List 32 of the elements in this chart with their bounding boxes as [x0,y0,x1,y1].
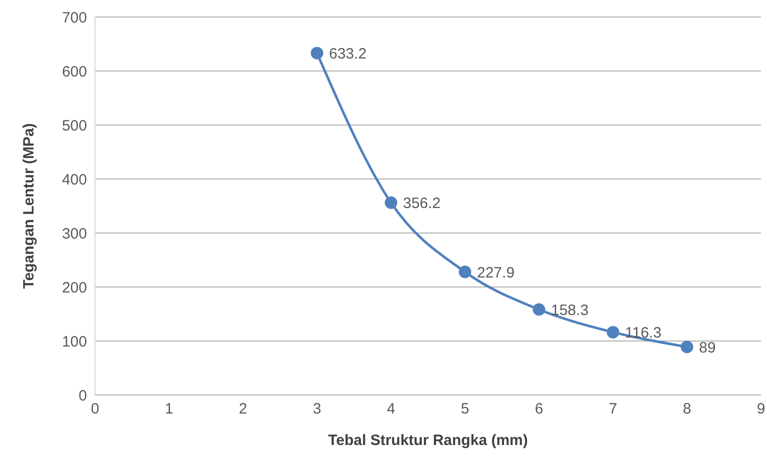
point [532,303,546,316]
y-tick-label: 400 [62,171,87,188]
x-tick-label: 4 [386,400,396,418]
point [310,46,324,60]
data-label: 158.3 [551,302,589,319]
x-axis-title: Tebal Struktur Rangka (mm) [328,432,528,449]
point [680,340,694,354]
y-tick-label: 300 [62,225,87,242]
data-label: 227.9 [477,264,515,282]
y-tick-label: 100 [62,333,87,350]
y-tick-label: 500 [62,117,87,134]
x-tick-label: 2 [238,400,248,418]
x-tick-label: 8 [682,400,692,418]
x-tick-label: 3 [312,400,322,418]
x-tick-label: 9 [756,400,766,418]
data-label: 116.3 [625,324,662,342]
x-tick-label: 0 [90,400,100,418]
x-tick-label: 7 [608,400,618,418]
data-label: 89 [699,339,716,356]
point [384,196,398,209]
y-tick-label: 600 [62,63,87,80]
x-tick-label: 1 [164,400,174,418]
point [458,266,472,278]
y-axis-title: Tegangan Lentur (MPa) [20,123,38,289]
x-tick-label: 6 [534,400,544,418]
data-label: 356.2 [403,194,441,212]
x-tick-label: 5 [460,400,470,418]
y-tick-label: 700 [62,9,87,26]
y-tick-label: 200 [62,279,87,296]
data-label: 633.2 [329,45,367,62]
point [606,326,620,338]
y-tick-label: 0 [78,387,87,404]
